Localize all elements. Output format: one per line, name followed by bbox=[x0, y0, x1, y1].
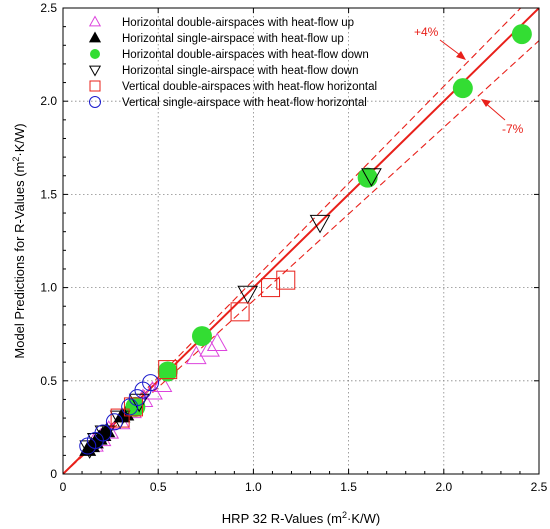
data-point-series-2 bbox=[191, 326, 212, 347]
y-tick-label: 0.5 bbox=[40, 374, 57, 388]
data-point-series-2 bbox=[452, 78, 473, 99]
legend: Horizontal double-airspaces with heat-fl… bbox=[88, 15, 377, 109]
y-tick-label: 1.0 bbox=[40, 281, 57, 295]
legend-label-5: Vertical single-airspace with heat-flow … bbox=[122, 97, 367, 109]
line-bound-1 bbox=[63, 8, 522, 474]
annotation-arrowhead-minus7 bbox=[481, 99, 491, 107]
plot-frame bbox=[62, 7, 540, 475]
data-point-series-5 bbox=[94, 424, 112, 442]
legend-label-1: Horizontal single-airspace with heat-flo… bbox=[122, 33, 344, 45]
x-tick-label: 1.5 bbox=[340, 480, 357, 494]
data-point-series-4 bbox=[123, 397, 143, 417]
data-point-series-0 bbox=[199, 338, 220, 357]
y-axis-label: Model Predictions for R-Values (m2·K/W) bbox=[11, 123, 27, 358]
x-tick-label: 2.0 bbox=[435, 480, 452, 494]
annotation-arrowhead-plus4 bbox=[456, 51, 466, 60]
annotation-plus4: +4% bbox=[414, 25, 439, 39]
data-point-series-5 bbox=[105, 413, 123, 431]
legend-label-0: Horizontal double-airspaces with heat-fl… bbox=[122, 17, 354, 29]
legend-label-4: Vertical double-airspaces with heat-flow… bbox=[122, 81, 377, 93]
legend-marker-5 bbox=[89, 96, 101, 108]
annotation-minus7: -7% bbox=[502, 122, 524, 136]
x-tick-label: 1.0 bbox=[245, 480, 262, 494]
legend-marker-3 bbox=[88, 65, 102, 77]
data-point-series-3 bbox=[237, 285, 259, 305]
x-tick-label: 2.5 bbox=[531, 480, 548, 494]
y-tick-label: 2.5 bbox=[40, 1, 57, 15]
data-point-series-4 bbox=[230, 302, 250, 322]
legend-marker-4 bbox=[89, 80, 101, 92]
x-tick-label: 0 bbox=[60, 480, 67, 494]
legend-marker-1 bbox=[88, 31, 102, 43]
data-point-series-0 bbox=[151, 373, 173, 393]
data-point-series-4 bbox=[276, 270, 296, 290]
x-tick-label: 0.5 bbox=[150, 480, 167, 494]
annotations: +4% -7% bbox=[414, 25, 524, 136]
data-points bbox=[79, 24, 532, 459]
legend-marker-2 bbox=[90, 49, 100, 59]
axis-ticks: 0 0.5 1.0 1.5 2.0 2.5 0 0.5 1.0 1.5 2.0 2.5 bbox=[40, 1, 547, 494]
data-point-series-4 bbox=[261, 278, 281, 298]
legend-marker-0 bbox=[88, 15, 102, 27]
y-tick-label: 1.5 bbox=[40, 187, 57, 201]
data-point-series-2 bbox=[157, 361, 178, 382]
data-point-series-3 bbox=[109, 410, 131, 430]
data-point-series-2 bbox=[511, 24, 532, 45]
data-point-series-3 bbox=[79, 440, 101, 459]
data-point-series-5 bbox=[142, 374, 160, 392]
data-point-series-3 bbox=[361, 168, 382, 187]
legend-label-3: Horizontal single-airspace with heat-flo… bbox=[122, 65, 359, 77]
y-tick-label: 2.0 bbox=[40, 94, 57, 108]
data-point-series-3 bbox=[86, 432, 108, 452]
x-axis-label: HRP 32 R-Values (m2·K/W) bbox=[222, 510, 380, 526]
data-point-series-2 bbox=[357, 167, 378, 188]
data-point-series-3 bbox=[309, 214, 331, 234]
data-point-series-4 bbox=[158, 360, 178, 380]
y-tick-label: 0 bbox=[50, 467, 57, 481]
data-point-series-0 bbox=[206, 332, 228, 352]
line-bound-2 bbox=[63, 40, 539, 474]
legend-label-2: Horizontal double-airspaces with heat-fl… bbox=[122, 49, 369, 61]
grid-lines bbox=[63, 8, 539, 474]
